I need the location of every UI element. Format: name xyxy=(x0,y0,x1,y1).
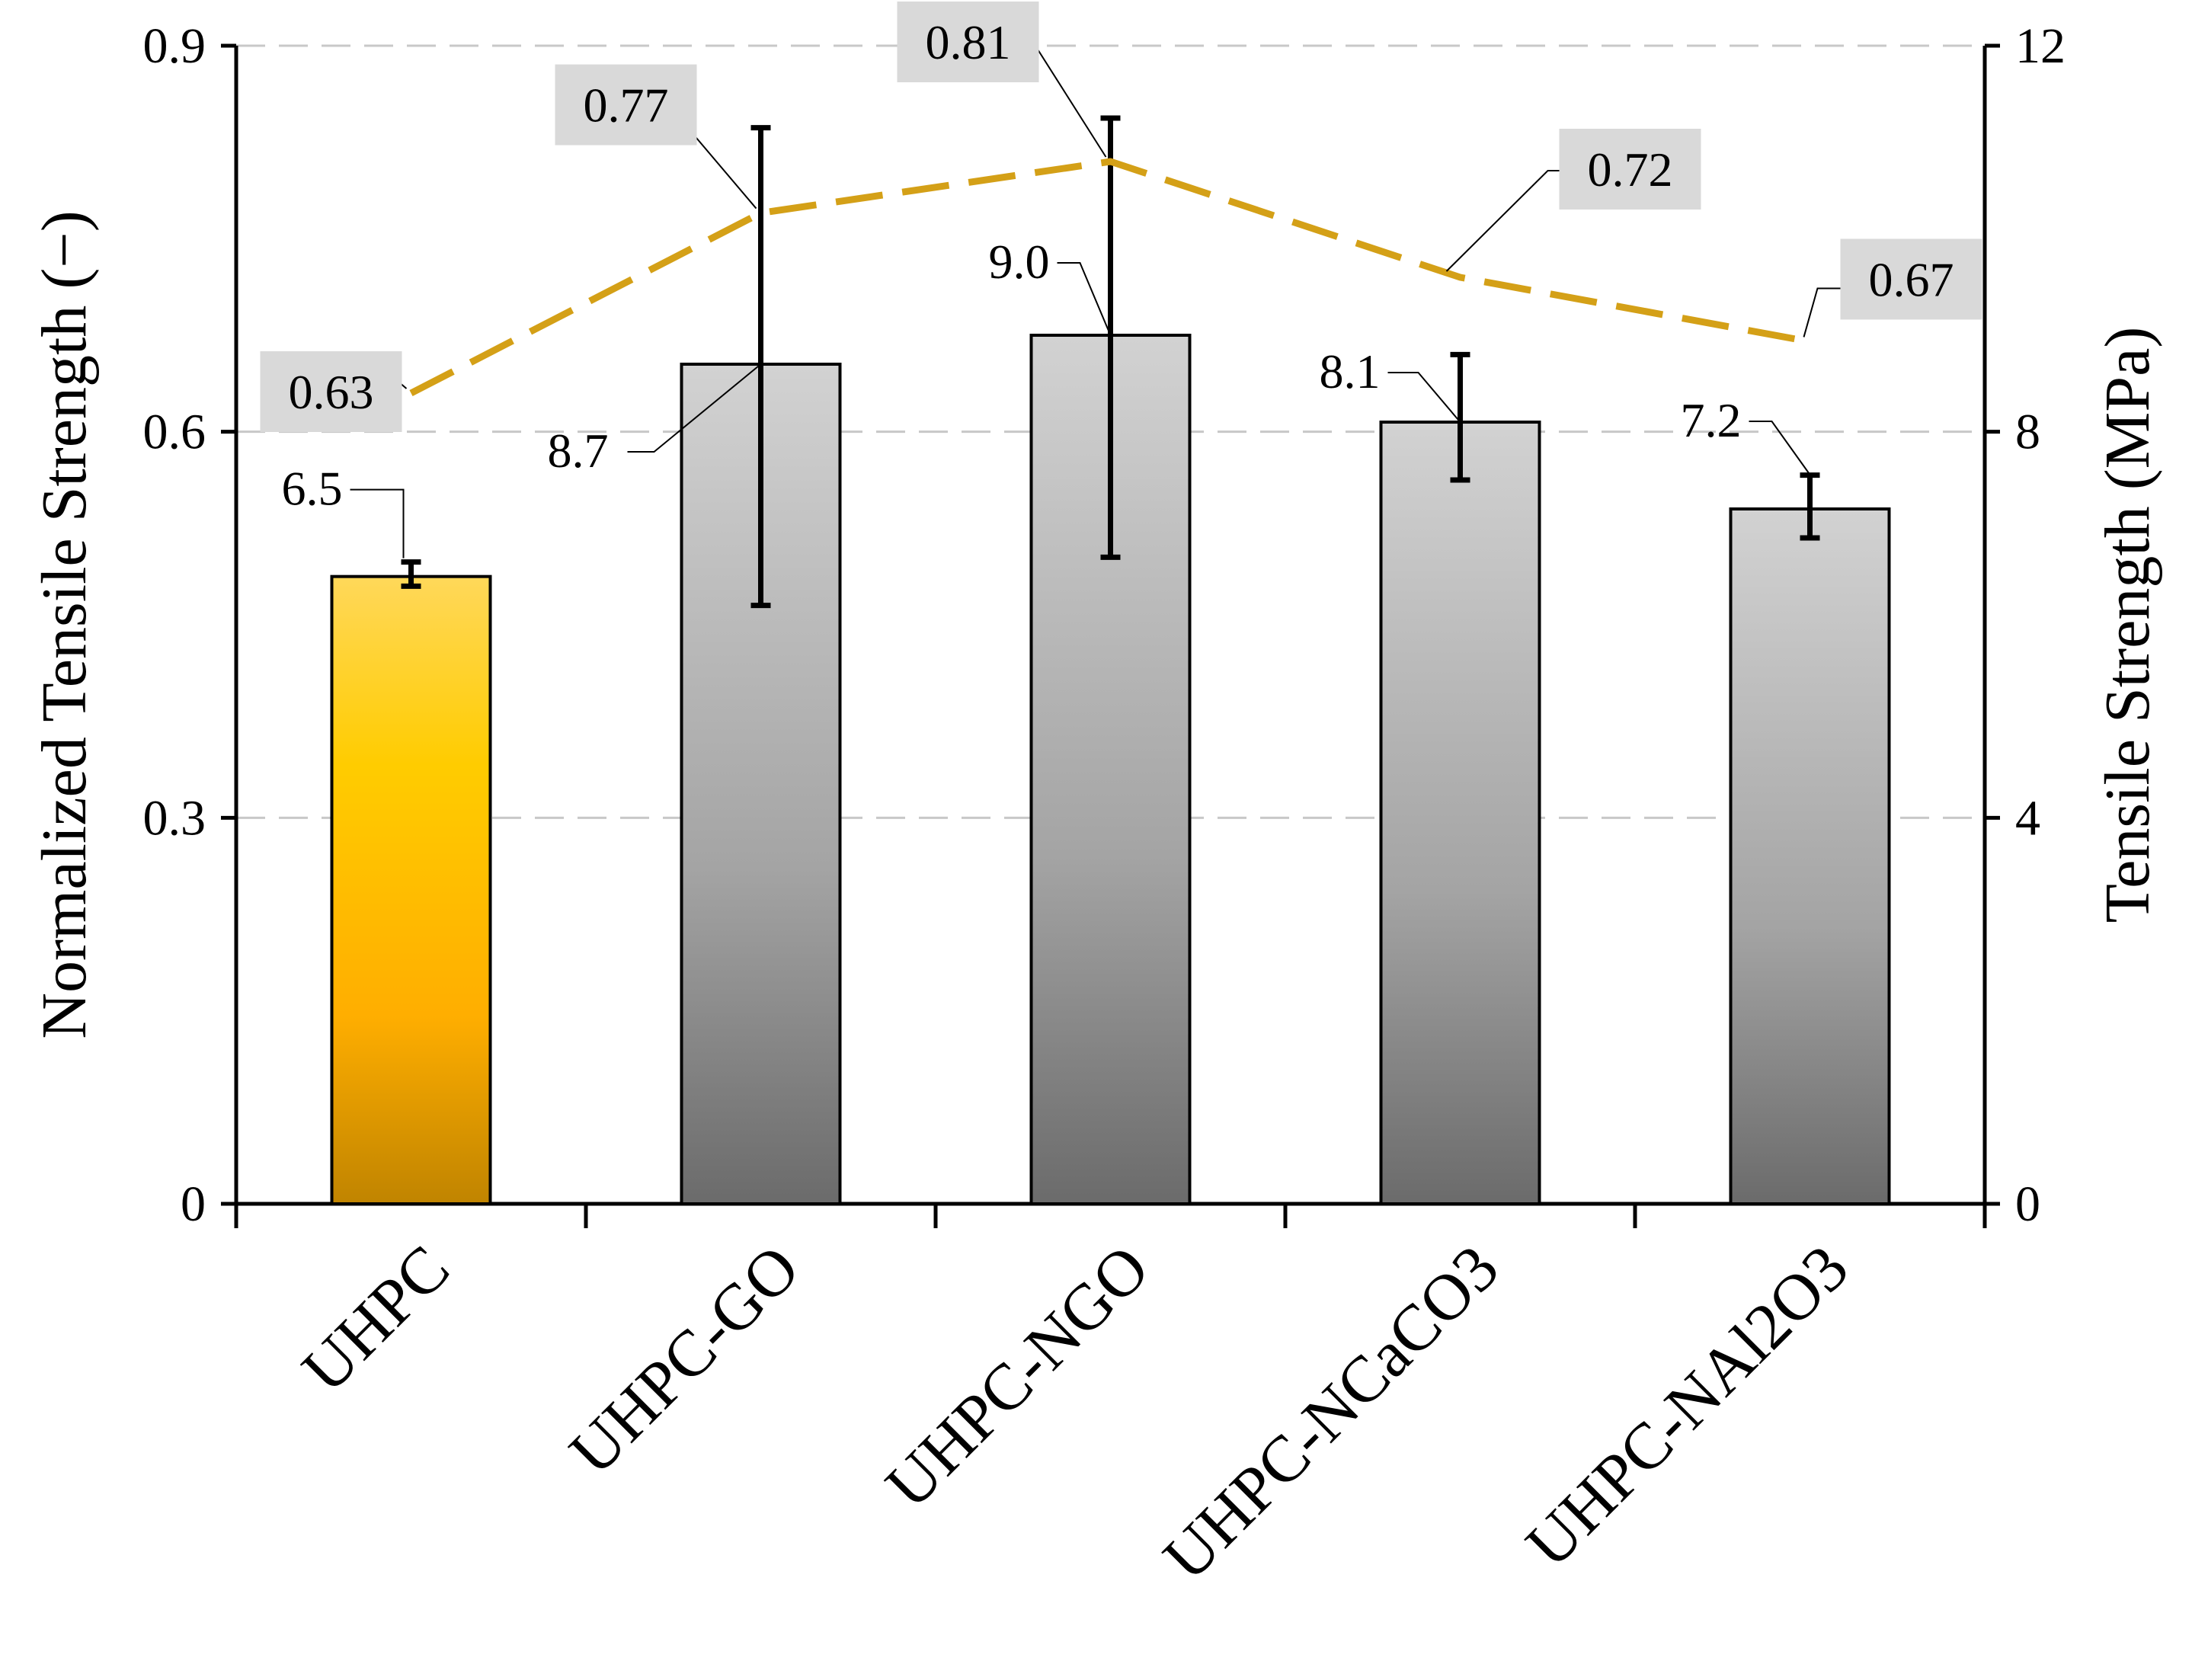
bar-label-leader xyxy=(350,488,405,558)
bar-value-labels: 6.5 8.7 9.0 8.1 7.2 xyxy=(282,235,1811,558)
x-axis-ticks xyxy=(234,1204,1987,1228)
right-axis-title: Tensile Strength (MPa) xyxy=(2092,327,2163,923)
line-value-label: 0.81 xyxy=(926,15,1011,69)
line-value-label: 0.67 xyxy=(1869,252,1954,306)
bar-uhpc-nal2o3 xyxy=(1729,507,1891,1205)
bar-value-label: 7.2 xyxy=(1681,393,1742,447)
bar-label-leader xyxy=(627,363,762,453)
bar-uhpc xyxy=(330,574,492,1205)
bar-label-leader xyxy=(1387,372,1461,423)
left-axis-ticks: 0 0.3 0.6 0.9 xyxy=(143,18,236,1232)
line-label-box xyxy=(1840,238,1982,320)
error-bars xyxy=(401,115,1820,609)
left-axis-title: Normalized Tensile Strength (−) xyxy=(29,210,100,1038)
category-label: UHPC-NGO xyxy=(872,1231,1163,1522)
line-label-leader xyxy=(690,132,757,210)
left-tick-label: 0.6 xyxy=(143,405,206,460)
bar-uhpc-ncaco3 xyxy=(1379,421,1541,1205)
line-value-label: 0.77 xyxy=(584,78,669,133)
right-axis-ticks: 0 4 8 12 xyxy=(1985,18,2066,1232)
bar-value-label: 9.0 xyxy=(989,235,1050,289)
category-label: UHPC-GO xyxy=(555,1231,813,1489)
left-tick-label: 0.3 xyxy=(143,790,206,846)
bar-value-label: 8.7 xyxy=(548,424,609,478)
left-tick-label: 0.9 xyxy=(143,18,206,74)
category-label: UHPC xyxy=(288,1231,463,1406)
normalized-line-series xyxy=(409,158,1811,397)
line-label-box xyxy=(260,351,402,432)
line-label-leader xyxy=(1803,287,1841,338)
right-tick-label: 4 xyxy=(2015,790,2040,846)
bar-label-leader xyxy=(1749,421,1811,475)
left-tick-label: 0 xyxy=(181,1176,206,1232)
right-tick-label: 12 xyxy=(2015,18,2066,74)
line-label-box xyxy=(1559,129,1701,210)
line-value-label: 0.63 xyxy=(289,365,374,419)
line-value-labels: 0.63 0.77 0.81 0.72 0.67 xyxy=(260,2,1982,432)
category-label: UHPC-NAl2O3 xyxy=(1512,1231,1862,1582)
bar-value-label: 8.1 xyxy=(1320,344,1381,398)
right-tick-label: 8 xyxy=(2015,405,2040,460)
line-value-label: 0.72 xyxy=(1588,142,1673,197)
line-label-box xyxy=(555,64,697,146)
bar-value-label: 6.5 xyxy=(282,462,343,516)
right-tick-label: 0 xyxy=(2015,1176,2040,1232)
line-label-box xyxy=(897,2,1039,82)
category-label: UHPC-NCaCO3 xyxy=(1149,1231,1512,1595)
line-label-leader xyxy=(1445,170,1560,272)
bar-label-leader xyxy=(1057,262,1112,336)
normalized-line xyxy=(409,158,1811,397)
